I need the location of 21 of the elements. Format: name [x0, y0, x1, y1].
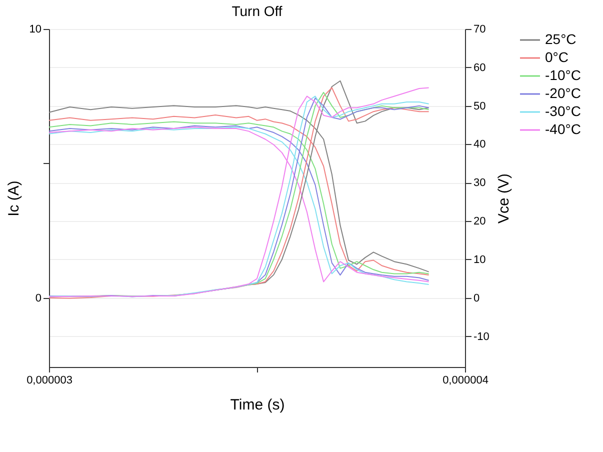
x-axis-title: Time (s) [230, 396, 285, 414]
y-axis-title: Ic (A) [5, 180, 22, 216]
legend-label: -10°C [545, 67, 581, 83]
legend-label: 0°C [545, 49, 568, 65]
y2-tick-label: 20 [474, 216, 486, 228]
legend-label: -40°C [545, 121, 581, 137]
legend-label: 25°C [545, 31, 576, 47]
y2-tick-label: -10 [474, 330, 490, 343]
y2-tick-label: 40 [474, 138, 486, 151]
y2-axis-title: Vce (V) [495, 173, 512, 224]
y2-tick-label: 30 [474, 177, 486, 190]
y2-tick-label: 60 [474, 62, 486, 74]
y2-tick-label: 0 [474, 292, 480, 304]
y2-tick-label: 70 [474, 24, 486, 36]
chart-title: Turn Off [232, 3, 282, 19]
x-tick-label: 0,000003 [26, 374, 72, 386]
legend-label: -30°C [545, 103, 581, 119]
legend-label: -20°C [545, 85, 581, 101]
x-tick-label: 0,000004 [442, 374, 488, 386]
y2-tick-label: 50 [474, 100, 486, 112]
y2-tick-label: 10 [474, 254, 486, 266]
